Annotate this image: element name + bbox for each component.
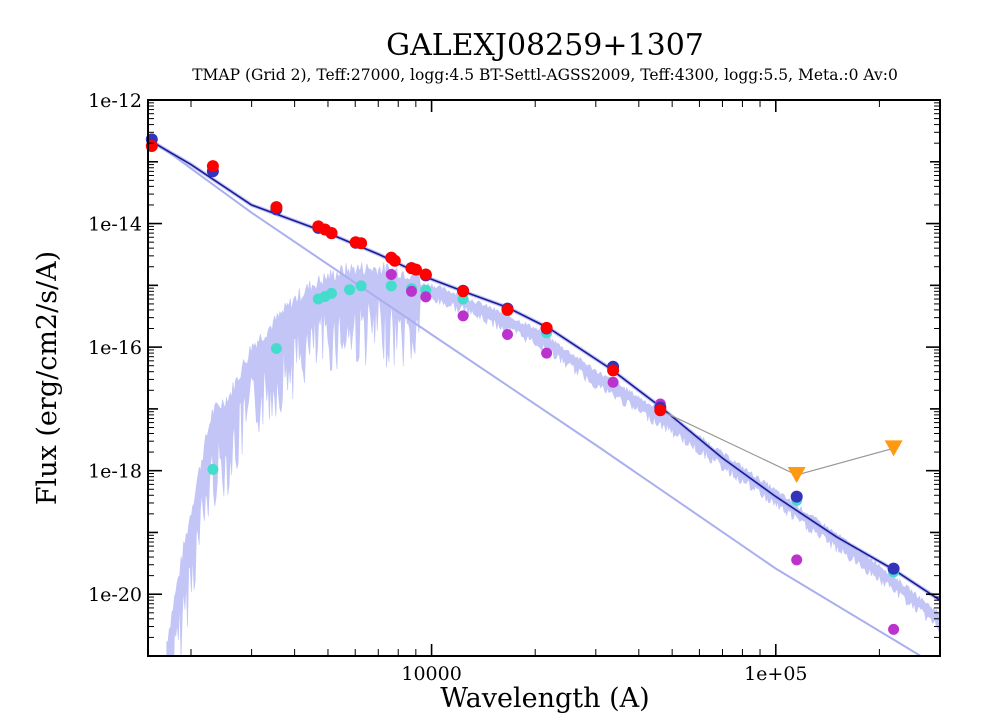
cool-model-point: [207, 463, 219, 475]
y-tick-label: 1e-16: [88, 337, 142, 359]
observed-point: [270, 201, 283, 214]
x-tick-label: 1e+05: [744, 663, 807, 685]
hot-model-point: [888, 623, 900, 635]
hot-model-point: [607, 376, 619, 388]
hot-model-point: [406, 285, 417, 297]
y-tick-label: 1e-12: [88, 90, 142, 112]
observed-point: [325, 227, 338, 240]
x-tick-label: 10000: [401, 663, 461, 685]
cool-model-point: [270, 343, 282, 354]
cool-model-point: [385, 280, 397, 292]
total-model-line: [148, 138, 940, 601]
composite-model-point: [887, 562, 900, 575]
cool-model-point: [344, 284, 356, 296]
y-tick-label: 1e-14: [88, 214, 142, 236]
observed-point: [388, 254, 401, 267]
observed-point: [607, 364, 620, 377]
tick-labels: 10000 1e+05 1e-12 1e-14 1e-16 1e-18 1e-20: [88, 90, 807, 685]
observed-point: [654, 404, 667, 417]
observed-point: [419, 268, 432, 281]
x-axis-label: Wavelength (A): [440, 683, 649, 714]
chart-subtitle: TMAP (Grid 2), Teff:27000, logg:4.5 BT-S…: [192, 66, 898, 84]
sed-points: [145, 133, 903, 635]
upper-limit-marker: [787, 467, 806, 484]
y-axis-label: Flux (erg/cm2/s/A): [32, 251, 63, 505]
hot-star-spectrum: [148, 136, 923, 656]
hot-model-point: [457, 310, 469, 322]
observed-point: [410, 263, 422, 276]
observed-point: [355, 237, 368, 250]
hot-model-point: [420, 291, 432, 303]
observed-point: [501, 303, 514, 316]
cool-model-point: [355, 280, 367, 292]
axis-ticks: [148, 100, 941, 657]
y-tick-label: 1e-20: [88, 584, 142, 606]
hot-model-point: [791, 554, 803, 566]
observed-point: [206, 160, 219, 173]
composite-model-point: [790, 490, 803, 503]
hot-model-point: [541, 347, 553, 359]
upper-limit-marker: [884, 440, 903, 457]
plot-frame: [147, 99, 941, 657]
hot-model-point: [502, 329, 513, 340]
observed-point: [540, 321, 553, 334]
hot-model-point: [385, 269, 397, 280]
cool-model-point: [326, 287, 337, 299]
observed-point: [457, 285, 470, 298]
chart-title: GALEXJ08259+1307: [386, 28, 704, 63]
y-tick-label: 1e-18: [88, 461, 142, 483]
